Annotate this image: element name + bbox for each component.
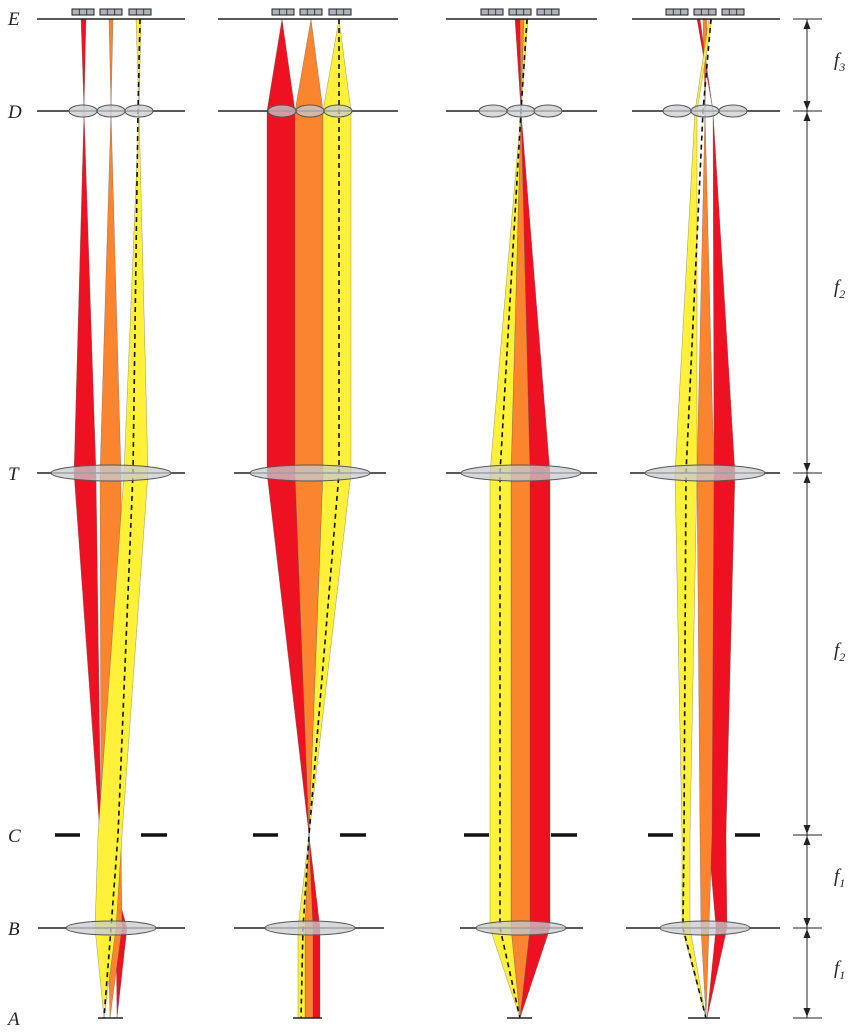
- column-2-detector-array-icon-1: [271, 8, 295, 16]
- column-2-detector-array-icon-2: [299, 8, 323, 16]
- dimension-arrow-down-2: [803, 825, 811, 834]
- column-4-detector-array-icon-1: [665, 8, 689, 16]
- distance-label-f2-lower: f2: [834, 640, 845, 664]
- column-3-detector-array-icon-3: [536, 8, 560, 16]
- dimension-arrow-up-3: [803, 836, 811, 845]
- column-1-detector-array-icon-3: [128, 8, 152, 16]
- detector-body: [721, 8, 745, 16]
- column-3-chief-ray: [499, 18, 528, 1019]
- detector-body: [128, 8, 152, 16]
- column-1-detector-array-icon-2: [99, 8, 123, 16]
- column-3-lenslet-3: [533, 104, 563, 118]
- column-4-lenslet-3: [718, 104, 748, 118]
- column-3-lenslet-1: [478, 104, 508, 118]
- column-3-detector-array-icon-2: [508, 8, 532, 16]
- column-4-detector-array-icon-2: [693, 8, 717, 16]
- column-1-red-beam: [73, 18, 128, 1019]
- column-4-tube-lens: [644, 464, 766, 482]
- plane-label-e: E: [7, 9, 20, 30]
- detector-body: [693, 8, 717, 16]
- dimension-arrow-down-3: [803, 918, 811, 927]
- dimension-arrow-down-0: [803, 101, 811, 110]
- column-1-chief-ray: [103, 18, 141, 1019]
- dimension-arrow-up-0: [803, 20, 811, 29]
- column-3-orange-beam: [510, 18, 531, 1019]
- column-3-lenslet-2: [506, 104, 536, 118]
- column-2-lenslet-1: [267, 104, 297, 118]
- column-1-lenslet-3: [124, 104, 154, 118]
- column-1-detector-array-icon-1: [71, 8, 95, 16]
- distance-label-f2-upper: f2: [834, 277, 845, 301]
- detector-body: [665, 8, 689, 16]
- column-4-lenslet-1: [662, 104, 692, 118]
- detector-body: [71, 8, 95, 16]
- column-2-chief-ray: [300, 19, 340, 1019]
- column-4-detector-array-icon-3: [721, 8, 745, 16]
- dimension-arrow-up-2: [803, 474, 811, 483]
- detector-body: [271, 8, 295, 16]
- column-1-lenslet-2: [96, 104, 126, 118]
- column-4-objective-lens: [659, 920, 751, 936]
- column-4-chief-ray: [682, 18, 712, 1019]
- distance-label-f1-upper: f1: [834, 866, 845, 890]
- column-2-detector-array-icon-3: [328, 8, 352, 16]
- column-1-tube-lens: [50, 464, 172, 482]
- dimension-arrow-down-4: [803, 1008, 811, 1017]
- detector-body: [536, 8, 560, 16]
- column-4-red-beam: [696, 18, 736, 1019]
- detector-body: [299, 8, 323, 16]
- distance-label-f3: f3: [834, 50, 845, 74]
- plane-label-t: T: [8, 464, 20, 485]
- column-2-lenslet-2: [295, 104, 325, 118]
- plane-label-c: C: [8, 826, 21, 847]
- column-1-yellow-beam: [94, 18, 149, 1019]
- column-1-objective-lens: [65, 920, 157, 936]
- column-3-objective-lens: [475, 920, 567, 936]
- column-3-detector-array-icon-1: [480, 8, 504, 16]
- dimension-arrow-up-4: [803, 929, 811, 938]
- dimension-arrow-up-1: [803, 112, 811, 121]
- column-1-lenslet-1: [68, 104, 98, 118]
- column-2-orange-beam: [294, 18, 324, 1019]
- distance-label-f1-lower: f1: [834, 958, 845, 982]
- plane-label-a: A: [6, 1009, 20, 1030]
- detector-body: [99, 8, 123, 16]
- detector-body: [328, 8, 352, 16]
- detector-body: [480, 8, 504, 16]
- column-2-lenslet-3: [323, 104, 353, 118]
- column-3-tube-lens: [460, 464, 582, 482]
- column-2-tube-lens: [249, 464, 371, 482]
- column-2-objective-lens: [264, 920, 356, 936]
- detector-body: [508, 8, 532, 16]
- plane-label-b: B: [8, 919, 20, 940]
- column-4-lenslet-2: [690, 104, 720, 118]
- plane-label-d: D: [7, 102, 22, 123]
- dimension-arrow-down-1: [803, 463, 811, 472]
- column-4-orange-beam: [696, 18, 715, 1019]
